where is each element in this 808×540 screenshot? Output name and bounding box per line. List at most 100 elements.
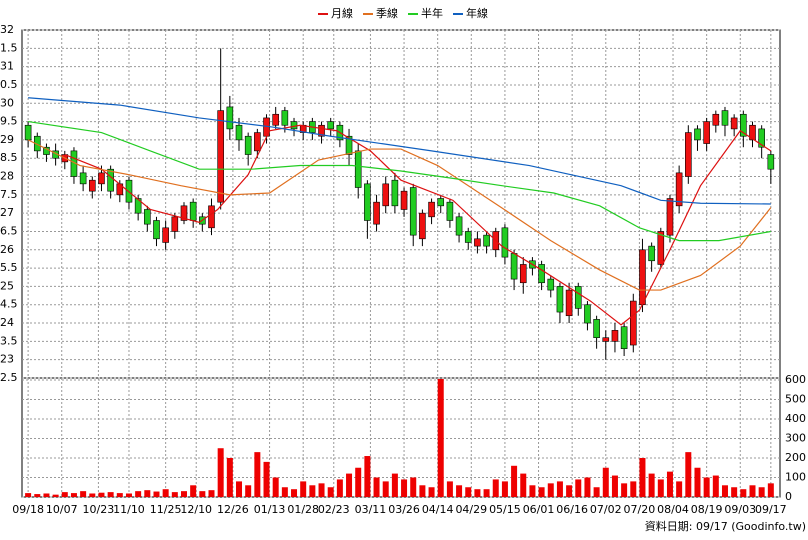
volume-bar [593, 487, 600, 497]
x-tick-label: 02/23 [318, 503, 350, 516]
y2-tick-label: 100 [785, 470, 806, 483]
footer: 資料日期: 09/17 (Goodinfo.tw) [645, 519, 806, 533]
x-tick-label: 08/19 [691, 503, 723, 516]
volume-bar [501, 481, 508, 497]
x-tick-label: 07/02 [590, 503, 622, 516]
volume-bar [291, 489, 298, 497]
volume-bar [391, 473, 398, 497]
candle-body [501, 227, 509, 258]
volume-bar [520, 473, 527, 497]
x-tick-label: 04/14 [422, 503, 454, 516]
y-tick-label: 26 [0, 243, 14, 256]
volume-bar [217, 448, 224, 497]
volume-bar [428, 487, 435, 497]
volume-bar [401, 479, 408, 497]
candle-body [437, 198, 445, 207]
volume-bar [89, 493, 96, 497]
x-tick-label: 10/07 [46, 503, 78, 516]
volume-bar [511, 465, 518, 497]
legend-label: 半年 [421, 6, 443, 20]
volume-bar [336, 479, 343, 497]
candle-body [226, 106, 234, 130]
candle-body [235, 124, 243, 141]
volume-bar [309, 485, 316, 497]
candle-body [144, 209, 151, 225]
candle-body [318, 124, 325, 137]
volume-bar [34, 494, 41, 497]
volume-bar [171, 492, 178, 497]
volume-bar [611, 475, 618, 497]
y-tick-label: 4.5 [0, 298, 18, 311]
candle-body [620, 326, 628, 349]
volume-bar [721, 485, 728, 497]
y-tick-label: 25 [0, 279, 14, 292]
y2-tick-label: 600 [785, 373, 806, 386]
candle-body [721, 110, 729, 126]
candle-body [519, 264, 527, 284]
volume-bar [685, 452, 692, 497]
x-tick-label: 03/11 [355, 503, 387, 516]
y2-tick-label: 0 [785, 490, 792, 503]
volume-bar [190, 485, 197, 497]
volume-bar [758, 487, 765, 497]
volume-bar [446, 481, 453, 497]
volume-bar [116, 493, 123, 497]
ma-line [28, 97, 771, 205]
x-tick-label: 09/17 [755, 503, 787, 516]
volume-bar [245, 485, 252, 497]
volume-bar [107, 492, 114, 497]
volume-bar [272, 477, 279, 497]
x-tick-label: 09/03 [724, 503, 756, 516]
volume-bar [61, 492, 68, 497]
candle-body [162, 227, 169, 243]
volume-bar [153, 491, 160, 497]
x-tick-label: 04/29 [455, 503, 487, 516]
candle-body [602, 337, 610, 342]
volume-bar [666, 471, 673, 497]
candle-body [666, 198, 674, 236]
x-tick-label: 09/18 [12, 503, 44, 516]
candle-body [217, 110, 224, 203]
candle-body [382, 183, 390, 207]
ma-line [64, 124, 772, 326]
volume-bar [382, 481, 389, 497]
candle-body [556, 286, 564, 313]
volume-bar [364, 456, 371, 497]
candle-body [208, 205, 215, 229]
volume-bar [208, 490, 215, 497]
candle-body [272, 113, 279, 126]
candle-body [244, 135, 252, 155]
candle-body [574, 286, 582, 309]
y2-tick-label: 500 [785, 392, 806, 405]
y-tick-label: 1.5 [0, 41, 18, 54]
candle-body [428, 201, 435, 218]
candle-body [712, 113, 720, 126]
candle-body [593, 319, 600, 339]
volume-bar [767, 483, 774, 497]
candle-body [584, 304, 591, 324]
volume-bar [575, 479, 582, 497]
volume-bar [199, 491, 206, 497]
candle-body [629, 300, 637, 346]
y-tick-label: 28 [0, 170, 14, 183]
x-tick-label: 12/26 [217, 503, 249, 516]
y-tick-label: 3.5 [0, 334, 18, 347]
volume-bar [657, 479, 664, 497]
legend-label: 季線 [376, 6, 398, 20]
x-tick-label: 12/10 [180, 503, 212, 516]
volume-bar [547, 483, 554, 497]
y-tick-label: 32 [0, 23, 14, 36]
candle-body [611, 330, 619, 342]
candle-body [648, 245, 655, 262]
volume-bar [621, 483, 628, 497]
x-tick-label: 03/26 [388, 503, 420, 516]
candle-body [153, 220, 160, 240]
volume-bar [80, 491, 87, 497]
volume-bar [740, 489, 747, 497]
volume-bar [43, 493, 50, 497]
y-tick-label: 5.5 [0, 261, 18, 274]
y-tick-label: 7.5 [0, 188, 18, 201]
volume-bar [125, 493, 132, 497]
candle-body [400, 190, 408, 210]
